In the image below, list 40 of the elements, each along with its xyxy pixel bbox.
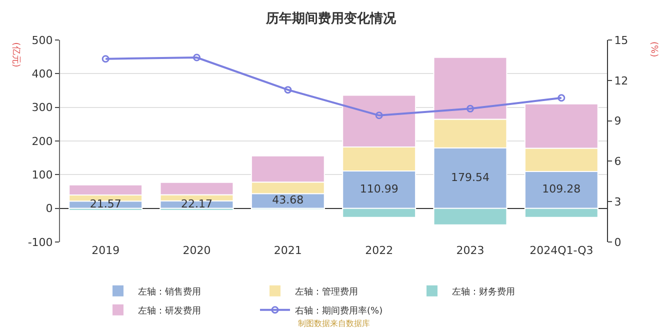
y-axis-title: (亿元) [10,42,22,68]
data-label: 109.28 [542,182,581,196]
y-tick-label: 100 [32,168,53,182]
legend-label: 左轴：研发费用 [138,305,201,316]
data-label: 179.54 [451,170,490,184]
y-tick-label: 500 [32,34,53,47]
y2-tick-label: 6 [614,155,622,168]
point [466,104,474,112]
x-tick-label: 2019 [92,244,120,257]
data-label: 43.68 [272,194,304,207]
legend-label: 左轴：财务费用 [452,286,515,298]
x-tick-label: 2020 [182,244,211,257]
y-tick-label: -100 [28,236,53,249]
point [193,54,200,62]
legend-label: 右轴：期间费用率(%) [295,305,383,316]
x-tick-label: 2021 [274,244,302,257]
y2-tick-label: 3 [614,195,622,208]
legend-label: 左轴：管理费用 [295,286,358,298]
y-tick-label: 200 [32,134,53,148]
data-label: 22.17 [181,197,212,210]
data-label: 21.57 [90,197,122,210]
point [102,55,110,63]
y2-tick-label: 0 [614,236,622,249]
x-tick-label: 2022 [365,244,394,257]
data-label: 110.99 [360,182,398,196]
y-tick-label: 300 [32,101,53,114]
legend-label: 左轴：销售费用 [138,286,201,298]
y-tick-label: 0 [46,202,53,216]
x-tick-label: 2023 [456,244,484,257]
y2-tick-label: 9 [614,114,622,128]
chart-title: 历年期间费用变化情况 [265,10,397,27]
point [558,94,566,102]
y2-tick-label: 12 [614,74,628,88]
y2-tick-label: 15 [614,34,628,47]
point [284,86,292,94]
point [375,112,383,120]
text: 制图数据来自数据库 [298,319,370,328]
y-tick-label: 400 [32,68,53,81]
x-tick-label: 2024Q1-Q3 [530,244,594,257]
y2-axis-title: (%) [648,42,658,58]
